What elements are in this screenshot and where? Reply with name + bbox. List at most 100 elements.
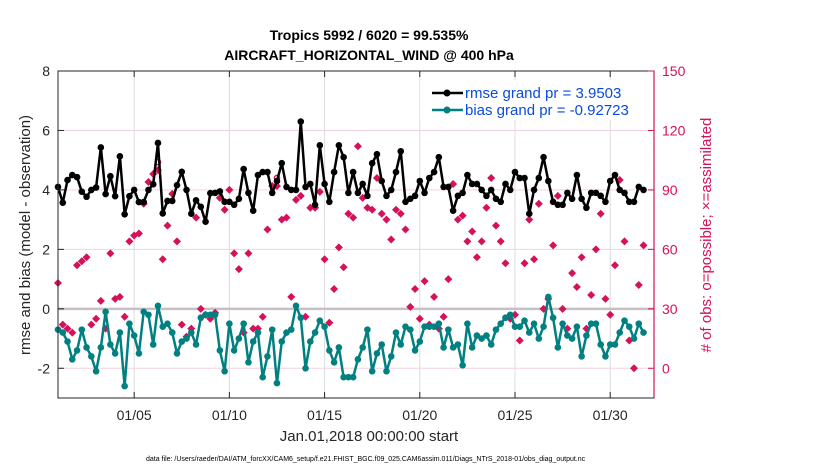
bias-point [140, 308, 147, 316]
bias-point [635, 320, 643, 327]
grid [58, 70, 654, 398]
rmse-point [521, 174, 528, 182]
bias-point [102, 308, 109, 316]
rmse-point [164, 197, 171, 205]
rmse-point [140, 198, 147, 206]
rmse-point [383, 192, 390, 200]
obs-assimilated-marker [339, 263, 348, 272]
obs-assimilated-marker [477, 237, 486, 246]
bias-point [578, 353, 585, 360]
bias-point [630, 335, 638, 342]
obs-assimilated-marker [82, 253, 91, 262]
rmse-point [145, 186, 152, 194]
obs-assimilated-marker [96, 296, 105, 305]
obs-assimilated-marker [530, 255, 539, 264]
rmse-point [130, 186, 138, 194]
obs-assimilated-marker [558, 304, 567, 313]
obs-assimilated-marker [282, 213, 291, 222]
obs-assimilated-marker [501, 259, 510, 268]
bias-point [207, 311, 214, 319]
obs-assimilated-marker [639, 241, 648, 250]
bias-point [159, 323, 167, 330]
rmse-point [426, 174, 433, 182]
obs-assimilated-marker [120, 312, 129, 321]
rmse-point [178, 168, 186, 176]
obs-assimilated-marker [258, 312, 267, 321]
rmse-point [221, 198, 228, 206]
rmse-point [154, 139, 162, 147]
obs-assimilated-marker [73, 261, 82, 270]
obs-assimilated-marker [610, 261, 619, 270]
obs-assimilated-marker [177, 320, 186, 329]
bias-point [135, 350, 143, 357]
rmse-point [540, 153, 547, 161]
bias-point [316, 317, 324, 325]
rmse-point [535, 174, 543, 182]
obs-assimilated-marker [391, 205, 400, 214]
rmse-point [640, 186, 647, 194]
obs-assimilated-marker [472, 253, 481, 262]
obs-assimilated-marker [263, 225, 272, 234]
obs-assimilated-marker [87, 320, 96, 329]
rmse-series [54, 118, 647, 226]
bias-point [278, 338, 286, 345]
obs-assimilated-marker [134, 229, 143, 238]
rmse-point [454, 192, 462, 200]
obs-assimilated-marker [587, 290, 596, 299]
plot-frame [57, 70, 655, 399]
rmse-point [292, 186, 300, 194]
bias-point [283, 329, 290, 336]
bias-point [240, 320, 247, 327]
rmse-point [606, 177, 614, 185]
bias-point [354, 356, 362, 363]
bias-point [511, 323, 519, 330]
rmse-point [278, 159, 286, 167]
bias-point [625, 323, 633, 330]
obs-assimilated-marker [458, 211, 467, 220]
bias-point [454, 341, 462, 348]
bias-point [383, 367, 390, 375]
rmse-point [435, 153, 443, 161]
obs-count-markers [54, 142, 648, 373]
rmse-point [116, 153, 124, 160]
rmse-point [335, 142, 343, 149]
legend-rmse-marker [443, 89, 451, 97]
obs-assimilated-marker [296, 191, 305, 200]
bias-point [273, 379, 281, 387]
bias-point [230, 347, 238, 354]
bias-point [554, 344, 562, 351]
rmse-point [611, 171, 619, 179]
rmse-point [625, 198, 633, 206]
rmse-point [349, 168, 357, 176]
bias-point [59, 329, 67, 336]
y-tick-label: 6 [42, 122, 50, 138]
bias-point [468, 344, 476, 351]
obs-assimilated-marker [520, 259, 529, 268]
obs-assimilated-marker [230, 249, 239, 258]
legend-bias-marker [443, 106, 451, 114]
obs-assimilated-marker [368, 205, 377, 214]
bias-point [349, 373, 357, 381]
rmse-point [240, 165, 247, 173]
bias-point [178, 338, 186, 345]
rmse-point [135, 198, 143, 206]
bias-point [192, 341, 200, 348]
bias-point [640, 329, 647, 336]
obs-assimilated-marker [568, 269, 577, 278]
bias-point [88, 353, 95, 360]
bias-point [187, 329, 195, 336]
bias-point [321, 323, 328, 330]
obs-assimilated-marker [406, 302, 415, 311]
bias-point [254, 329, 262, 336]
bias-point [173, 350, 181, 357]
obs-assimilated-marker [192, 213, 201, 222]
obs-assimilated-marker [482, 203, 491, 212]
rmse-point [235, 195, 243, 203]
rmse-point [168, 197, 176, 205]
y-axis-ticks: -2 0 2 4 6 8 [38, 63, 64, 376]
obs-assimilated-marker [325, 318, 334, 327]
bias-point [154, 302, 162, 310]
rmse-point [311, 201, 319, 209]
obs-assimilated-marker [553, 191, 562, 200]
bias-point [92, 367, 100, 375]
